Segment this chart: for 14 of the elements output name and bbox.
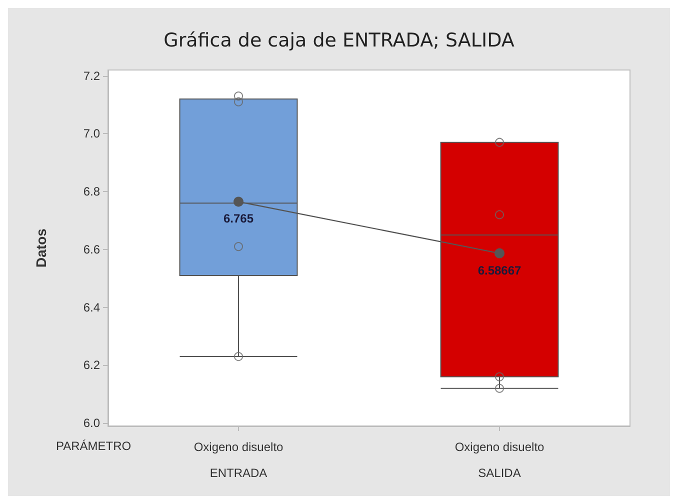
y-tick-label: 6.4 — [83, 300, 100, 314]
x-tick-label: Oxigeno disuelto ENTRADA — [194, 440, 284, 480]
y-tick-label: 6.0 — [83, 416, 100, 430]
y-tick-label: 7.2 — [83, 68, 100, 83]
y-tick-label: 6.6 — [83, 242, 100, 256]
data-label: 6.58667 — [478, 263, 522, 278]
data-label: 6.765 — [223, 212, 254, 226]
chart-title: Gráfica de caja de ENTRADA; SALIDA — [164, 30, 514, 52]
x-tick-label: Oxigeno disuelto SALIDA — [454, 440, 545, 480]
y-tick-label: 6.2 — [83, 358, 100, 372]
y-axis-title: Datos — [33, 228, 49, 268]
y-tick-label: 6.8 — [83, 184, 100, 199]
y-tick-label: 7.0 — [83, 126, 100, 141]
text: PARÁMETRO — [56, 439, 132, 453]
